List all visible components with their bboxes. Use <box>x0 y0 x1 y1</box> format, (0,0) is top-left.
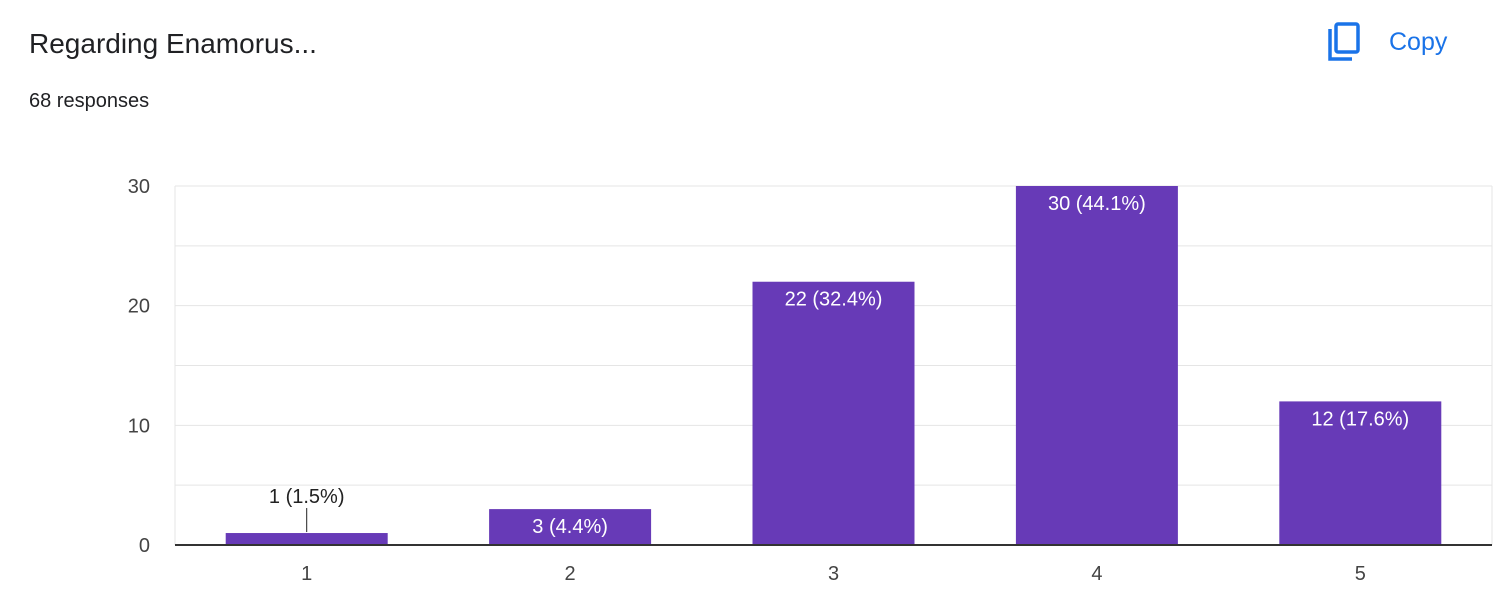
copy-button[interactable]: Copy <box>1326 18 1476 66</box>
copy-icon <box>1326 18 1366 66</box>
chart-title: Regarding Enamorus... <box>29 28 317 59</box>
x-tick-label: 3 <box>828 563 839 585</box>
response-count: 68 responses <box>29 90 150 112</box>
x-tick-label: 1 <box>301 563 312 585</box>
y-tick-label: 20 <box>128 296 150 318</box>
bar <box>1015 186 1178 545</box>
x-axis-ticks: 1 2 3 4 5 <box>301 563 1366 585</box>
x-tick-label: 5 <box>1355 563 1366 585</box>
chart-bars <box>225 186 1442 545</box>
x-tick-label: 2 <box>565 563 576 585</box>
x-tick-label: 4 <box>1091 563 1102 585</box>
copy-button-label: Copy <box>1389 27 1448 56</box>
bar <box>489 509 652 545</box>
data-label: 22 (32.4%) <box>785 289 883 311</box>
data-label: 12 (17.6%) <box>1311 408 1409 430</box>
bar <box>1279 401 1442 545</box>
bar <box>752 281 915 545</box>
data-label: 30 (44.1%) <box>1048 193 1146 215</box>
data-label: 3 (4.4%) <box>532 516 608 538</box>
data-labels: 1 (1.5%) 3 (4.4%) 22 (32.4%) 30 (44.1%) 12 (… <box>269 193 1409 538</box>
y-axis-ticks: 0 10 20 30 <box>128 176 150 557</box>
y-tick-label: 30 <box>128 176 150 198</box>
data-label: 1 (1.5%) <box>269 486 345 508</box>
y-tick-label: 0 <box>139 535 150 557</box>
y-tick-label: 10 <box>128 415 150 437</box>
bar <box>225 533 388 545</box>
